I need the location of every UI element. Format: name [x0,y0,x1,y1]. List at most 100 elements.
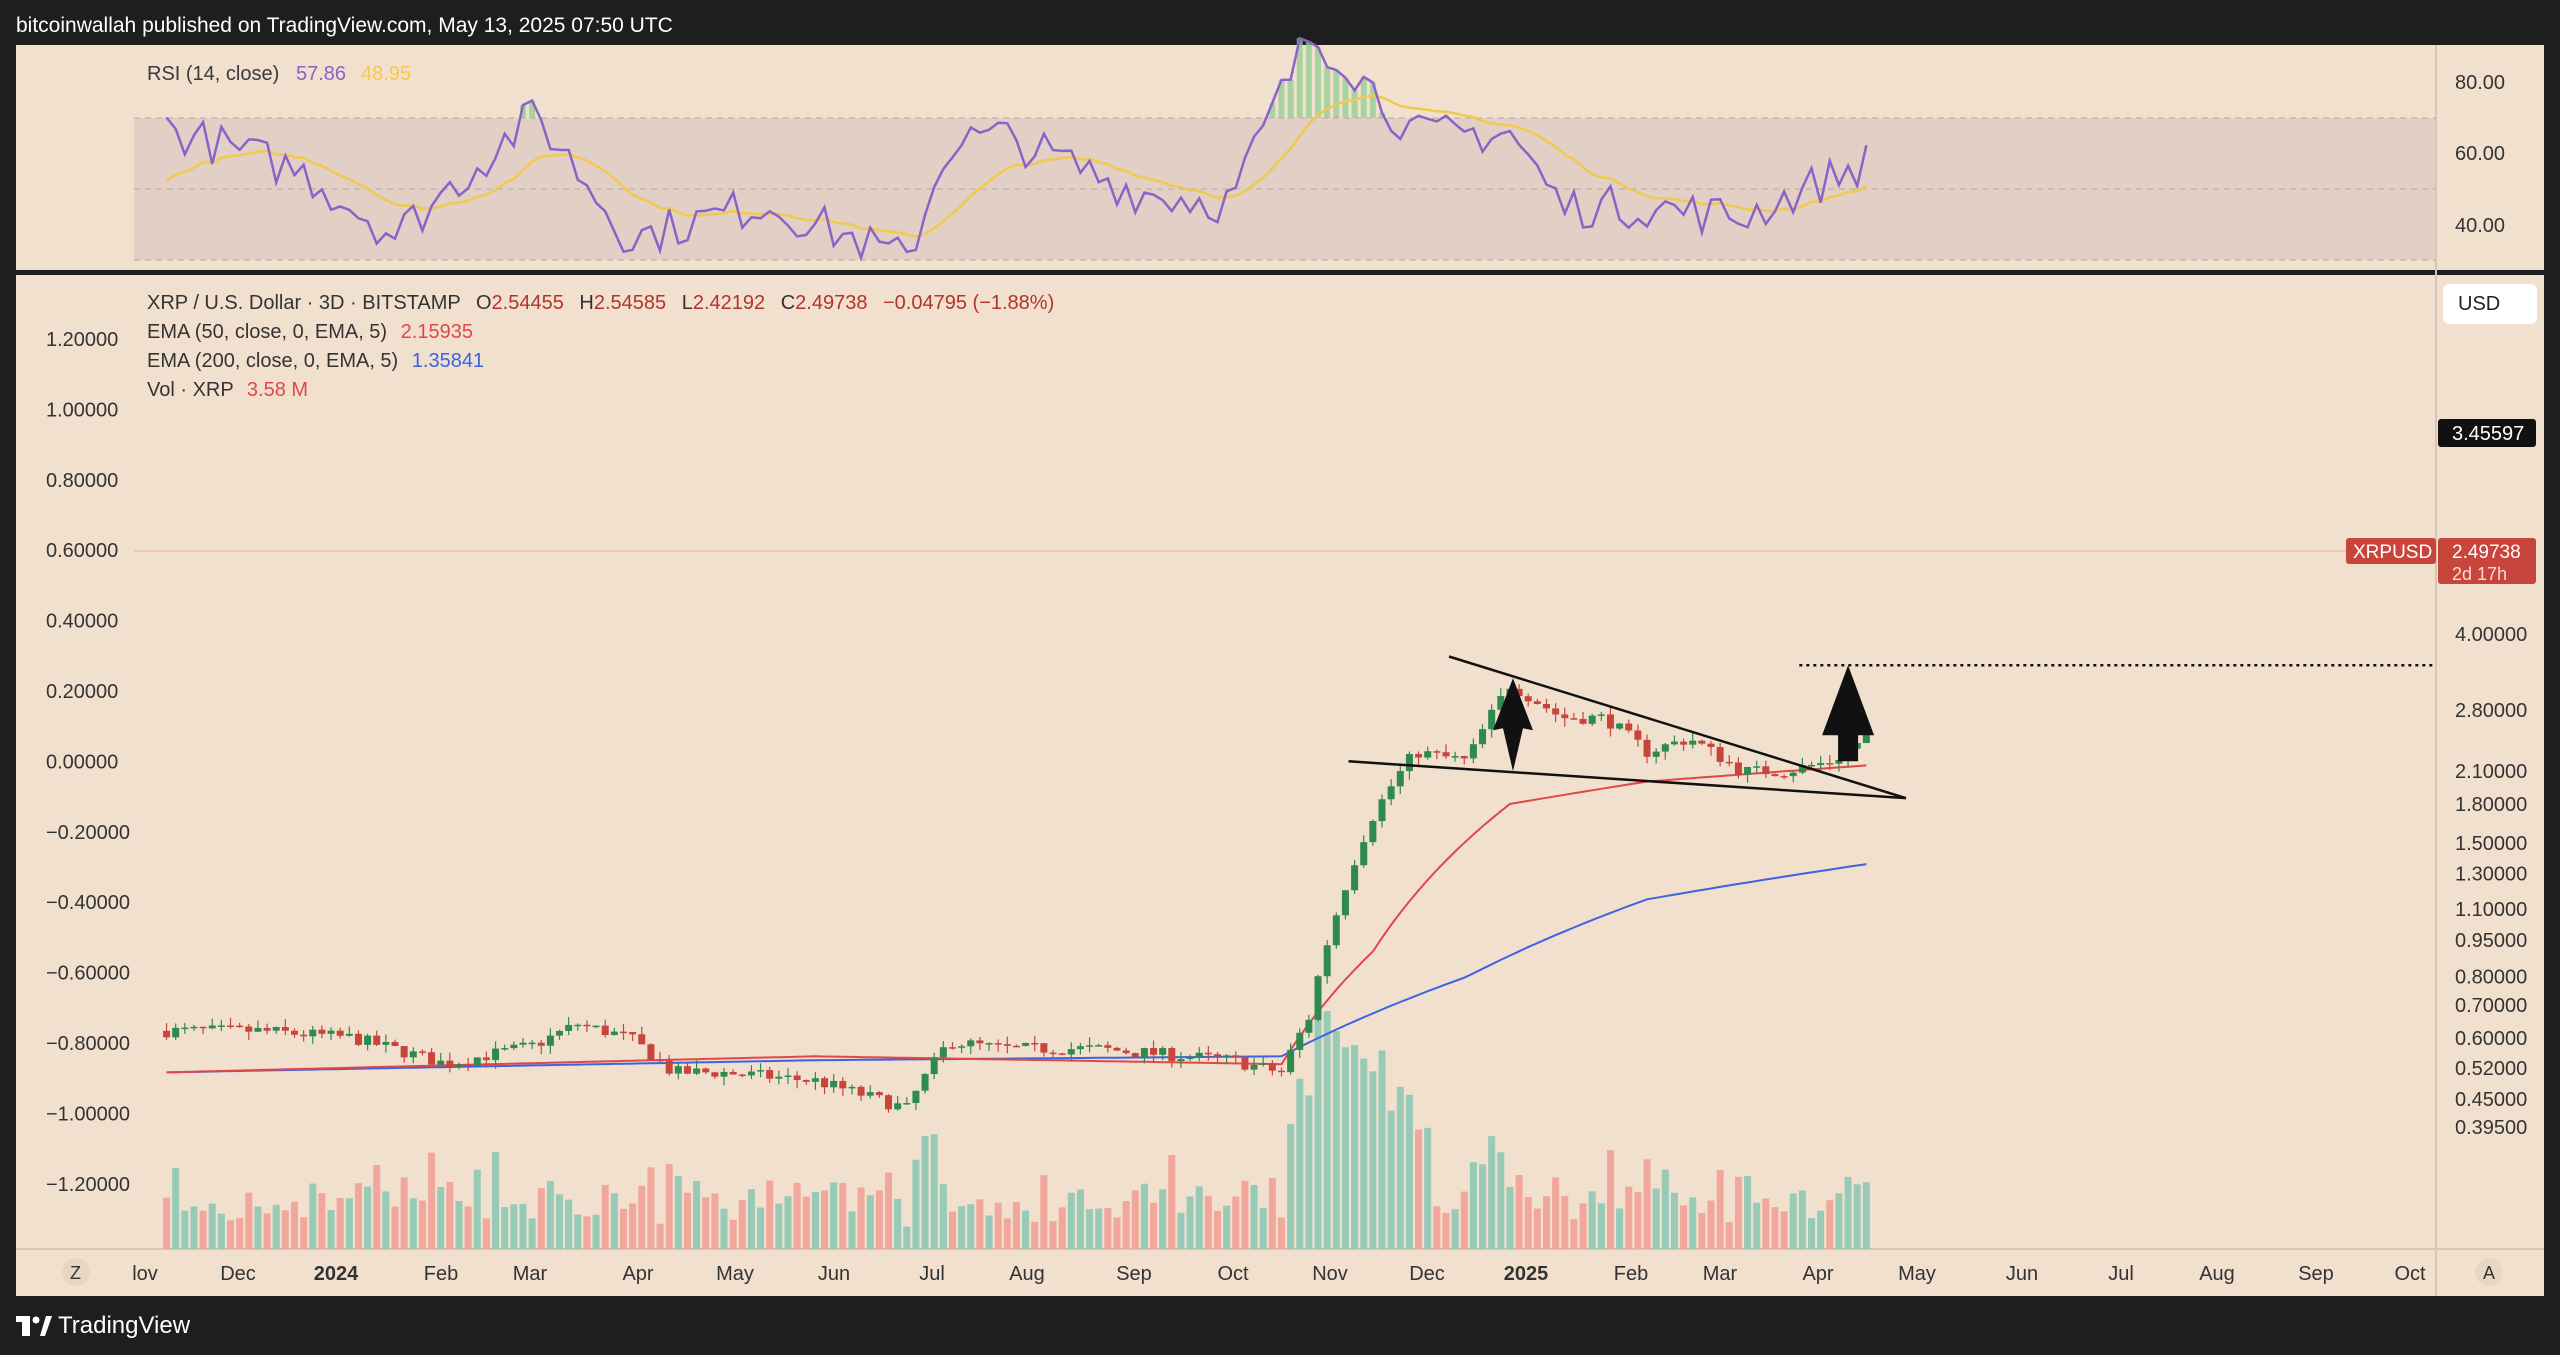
volume-bar [1003,1218,1011,1249]
rsi-tick-60: 60.00 [2455,143,2505,165]
symbol-price-tag-symbol: XRPUSD [2353,542,2432,563]
candle [848,1084,856,1095]
volume-bar [1277,1217,1285,1249]
volume-bar [1332,1031,1340,1249]
zoom-button[interactable] [62,1258,90,1286]
candle [1542,698,1550,713]
volume-bar [1223,1205,1231,1249]
volume-bar [1844,1176,1852,1249]
candle [556,1029,564,1040]
candle [1232,1051,1240,1065]
time-axis-label: Jun [2006,1263,2038,1285]
candle-body [693,1068,701,1074]
candle-body [574,1024,582,1027]
volume-bar [354,1183,362,1249]
volume-bar [373,1165,381,1249]
main-panel[interactable] [16,275,2544,1249]
candle-body [619,1031,627,1034]
candle-body [921,1074,929,1091]
volume-bar [382,1191,390,1249]
volume-bar [1798,1190,1806,1249]
volume-bar [446,1182,454,1249]
triangle-lower-line [1348,760,1907,800]
candle [766,1066,774,1083]
time-axis-panel[interactable] [16,1249,2544,1296]
volume-bar [1433,1206,1441,1249]
candle-body [510,1044,518,1049]
candle [784,1068,792,1085]
candle [1259,1056,1267,1067]
candle-body [537,1042,545,1046]
volume-bar [1241,1180,1249,1249]
candle [1479,724,1487,748]
candle-body [181,1027,189,1030]
candle-body [318,1029,326,1034]
left-axis-ticks: 1.20000 1.00000 0.80000 0.60000 0.40000 0.200… [46,329,130,1196]
candle-body [656,1059,664,1062]
volume-bar [1524,1197,1532,1249]
volume-bar [647,1167,655,1249]
volume-bar [1734,1176,1742,1249]
volume-bar [1643,1159,1651,1249]
volume-bar [1707,1200,1715,1249]
candle [1725,755,1733,767]
candle-body [1259,1063,1267,1065]
time-axis-label: Feb [424,1263,458,1285]
candle-body [336,1030,344,1036]
candle [574,1023,582,1031]
candle [757,1063,765,1078]
candle-body [1396,771,1404,787]
candle-body [309,1029,317,1037]
time-axis-label: May [1898,1263,1936,1285]
volume-bar [1451,1209,1459,1249]
right-axis-tick: 2.10000 [2455,761,2527,783]
candle-body [610,1031,618,1036]
candle-body [1195,1052,1203,1058]
volume-bar [720,1208,728,1249]
candle-body [729,1071,737,1075]
volume-bar [1808,1218,1816,1249]
right-axis-tick: 0.39500 [2455,1117,2527,1139]
volume-bar [1835,1193,1843,1249]
candle-body [1753,766,1761,768]
currency-button[interactable] [2443,284,2537,324]
candle [811,1072,819,1091]
candle-body [1515,688,1523,697]
candle-body [1588,715,1596,724]
time-axis-label: Aug [2199,1263,2235,1285]
candle-body [345,1033,353,1036]
candle-body [327,1030,335,1034]
rsi-ma-line [165,94,1868,238]
left-axis-tick: 0.60000 [46,540,118,562]
left-axis-tick: 0.00000 [46,751,118,773]
volume-bar [1305,1095,1313,1249]
candle [482,1051,490,1068]
candle [638,1026,646,1045]
volume-bar [391,1206,399,1249]
candle-body [446,1060,454,1068]
volume-bar [1204,1195,1212,1249]
candle [272,1026,280,1034]
right-axis-tick: 0.95000 [2455,930,2527,952]
candle [364,1033,372,1051]
volume-bar [1415,1129,1423,1249]
volume-bar [601,1184,609,1249]
candle [1616,722,1624,731]
auto-scale-button[interactable] [2475,1258,2503,1286]
volume-bar [1232,1196,1240,1249]
candle-body [775,1076,783,1079]
candle [1223,1053,1231,1064]
volume-bar [227,1220,235,1249]
candle [1597,711,1605,721]
candle-body [1570,718,1578,720]
candle [1076,1042,1084,1055]
candle [1122,1047,1130,1055]
volume-bar [592,1214,600,1249]
candle-body [501,1048,509,1050]
candle-body [464,1064,472,1066]
ema50-label: EMA (50, close, 0, EMA, 5) [147,321,387,343]
candle-body [1076,1046,1084,1050]
volume-bar [163,1197,171,1249]
candle-body [647,1044,655,1060]
